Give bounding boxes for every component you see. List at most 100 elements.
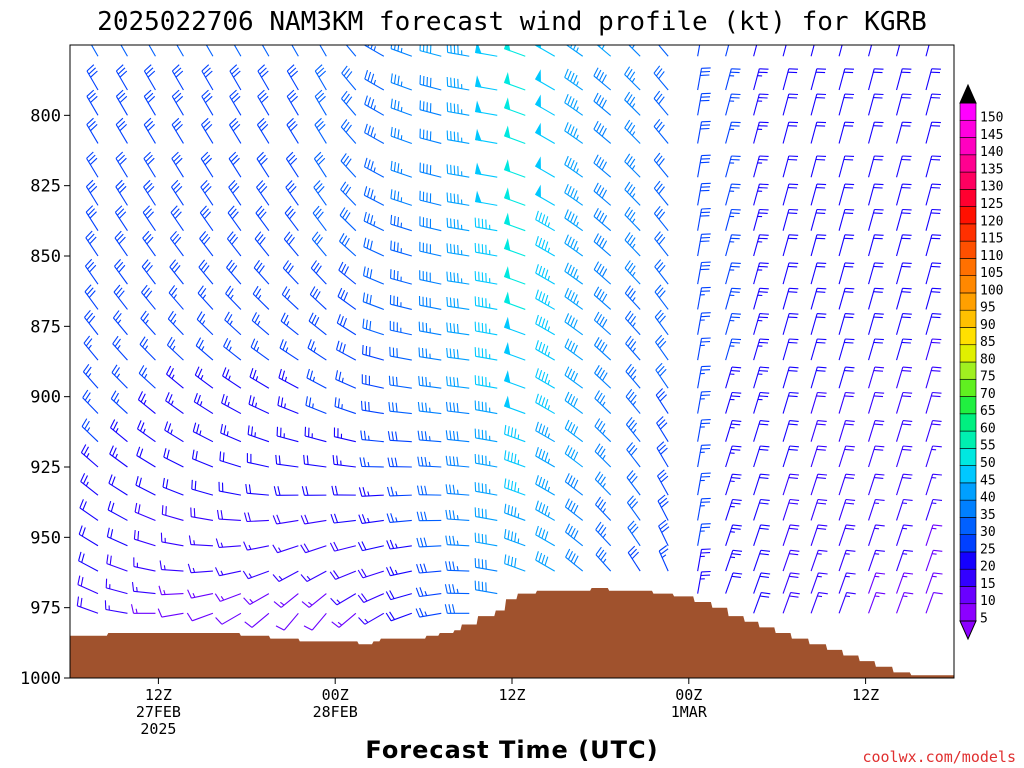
- colorbar-swatch: [959, 551, 977, 570]
- barb-flag: [253, 259, 260, 269]
- barb-flag: [453, 402, 456, 412]
- barb-flag: [875, 473, 885, 476]
- barb-half-flag: [136, 587, 138, 592]
- barb-flag: [626, 68, 633, 78]
- barb-flag: [564, 155, 569, 165]
- x-tick-label: 27FEB: [136, 703, 181, 721]
- wind-barb: [136, 446, 156, 468]
- barb-flag: [846, 524, 856, 527]
- barb-flag: [172, 64, 180, 72]
- barb-flag: [60, 234, 67, 241]
- barb-flag: [933, 572, 943, 575]
- wind-barb: [697, 419, 711, 442]
- barb-staff: [251, 612, 270, 628]
- wind-barb: [385, 566, 412, 577]
- barb-flag: [334, 485, 338, 496]
- wind-barb: [925, 445, 942, 468]
- barb-flag: [759, 527, 769, 530]
- wind-barb: [564, 155, 584, 178]
- barb-staff: [595, 529, 612, 547]
- barb-half-flag: [631, 193, 636, 198]
- wind-barb: [136, 420, 156, 443]
- wind-barb: [216, 509, 241, 522]
- wind-barb: [624, 91, 641, 116]
- barb-half-flag: [547, 222, 551, 228]
- barb-flag: [507, 426, 510, 436]
- barb-flag: [88, 92, 96, 100]
- barb-staff: [201, 70, 214, 91]
- wind-barb: [925, 498, 943, 521]
- wind-barb: [925, 155, 942, 178]
- barb-staff: [782, 209, 790, 231]
- wind-barb: [474, 558, 498, 572]
- wind-barb: [192, 422, 214, 443]
- barb-half-flag: [632, 297, 636, 302]
- wind-barb: [503, 71, 526, 91]
- barb-flag: [393, 241, 396, 251]
- barb-flag: [565, 548, 571, 558]
- barb-flag: [564, 313, 570, 323]
- wind-barb: [115, 179, 128, 206]
- barb-flag: [732, 549, 743, 552]
- barb-flag: [247, 512, 252, 522]
- barb-flag: [58, 421, 63, 429]
- wind-barb: [390, 126, 412, 144]
- barb-flag: [507, 479, 510, 489]
- wind-barb: [105, 578, 128, 595]
- barb-flag: [203, 120, 211, 129]
- barb-staff: [305, 404, 327, 415]
- barb-half-flag: [170, 400, 174, 406]
- barb-flag: [570, 317, 575, 327]
- barb-half-flag: [395, 491, 398, 496]
- wind-barb: [386, 513, 412, 523]
- wind-barb: [925, 287, 942, 310]
- barb-flag: [601, 74, 607, 84]
- barb-flag: [567, 368, 573, 378]
- barb-half-flag: [199, 401, 203, 406]
- wind-barb: [390, 269, 412, 285]
- wind-barb: [697, 570, 711, 594]
- wind-barb: [331, 485, 356, 496]
- barb-flag: [624, 310, 632, 319]
- wind-barb: [90, 45, 99, 57]
- barb-half-flag: [602, 482, 606, 488]
- barb-flag: [816, 502, 827, 505]
- wind-barb: [625, 363, 641, 389]
- wind-barb: [444, 584, 470, 595]
- wind-barb: [782, 592, 800, 614]
- barb-flag: [788, 316, 798, 319]
- barb-flag: [594, 443, 601, 452]
- barb-flag: [367, 159, 371, 169]
- barb-flag: [357, 569, 364, 579]
- barb-flag: [594, 365, 600, 374]
- barb-flag: [817, 498, 828, 501]
- barb-flag: [158, 585, 163, 595]
- barb-staff: [419, 279, 442, 285]
- barb-flag: [787, 212, 798, 214]
- barb-flag: [397, 75, 400, 86]
- barb-flag: [142, 338, 149, 348]
- barb-flag: [63, 71, 70, 77]
- barb-flag: [52, 550, 56, 559]
- wind-barb: [697, 365, 711, 389]
- barb-flag: [731, 502, 741, 505]
- barb-flag: [456, 298, 459, 308]
- barb-flag: [514, 532, 517, 542]
- barb-flag: [314, 89, 323, 97]
- barb-flag: [567, 157, 572, 167]
- wind-barb: [261, 45, 270, 57]
- wind-barb: [782, 68, 799, 91]
- wind-barb: [753, 45, 758, 57]
- barb-half-flag: [602, 429, 606, 435]
- barb-flag: [367, 71, 372, 81]
- wind-barb: [657, 469, 669, 496]
- wind-barb: [272, 544, 299, 554]
- barb-flag: [62, 158, 69, 164]
- wind-barb: [504, 478, 526, 496]
- barb-flag: [278, 455, 281, 465]
- barb-flag: [61, 155, 68, 161]
- barb-flag: [596, 263, 602, 273]
- barb-flag: [817, 445, 827, 448]
- barb-half-flag: [61, 373, 64, 377]
- barb-staff: [419, 593, 442, 598]
